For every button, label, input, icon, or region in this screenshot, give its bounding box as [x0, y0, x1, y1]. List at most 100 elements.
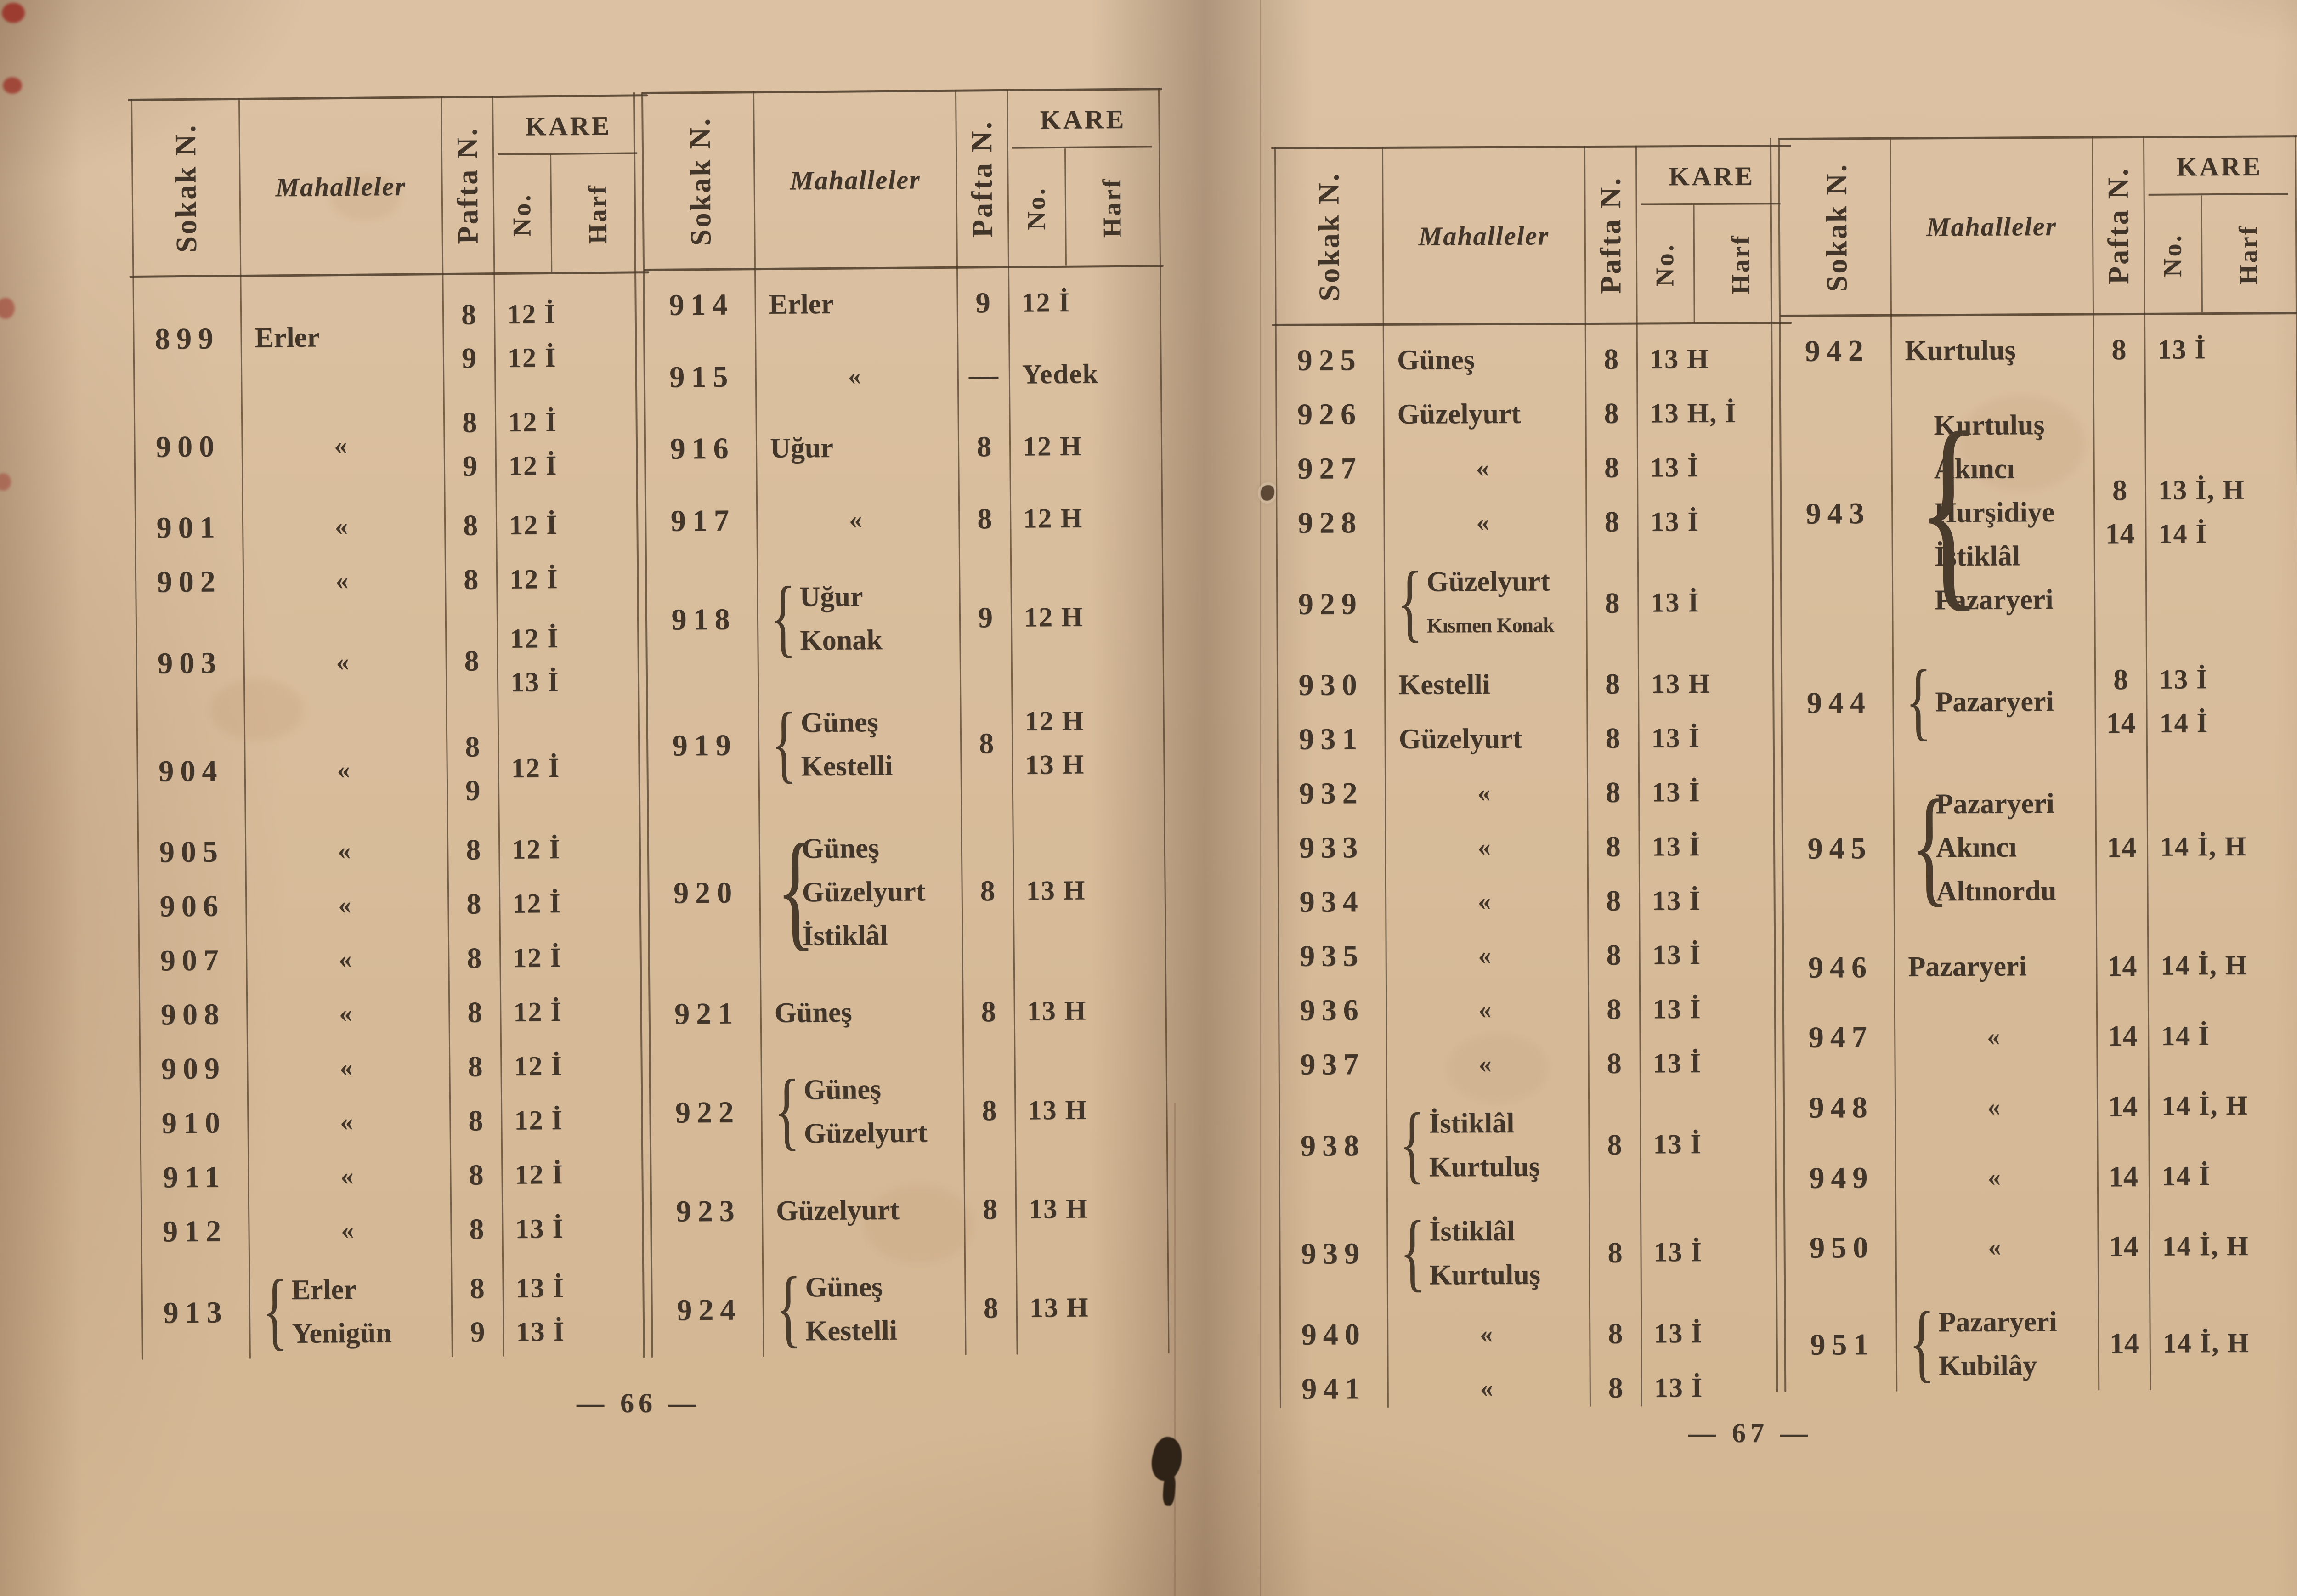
- pafta-number: 14: [2108, 1019, 2138, 1053]
- street-number: 948: [1809, 1090, 1874, 1125]
- pafta-number-cell: 14: [2097, 1009, 2149, 1064]
- ditto-mark: «: [1476, 453, 1489, 483]
- neighborhood-name: Erler: [291, 1273, 357, 1306]
- pafta-number: 8: [467, 996, 482, 1029]
- table-row: 903 « 8 12 İ 13 İ: [136, 605, 650, 718]
- kare-value: 12 İ: [512, 888, 561, 919]
- street-number-cell: 928: [1276, 496, 1384, 550]
- kare-value: 12 İ: [1021, 287, 1071, 318]
- pafta-number: 8: [1607, 1128, 1622, 1161]
- street-number: 905: [159, 835, 225, 869]
- column-header-kare: KARE: [1040, 104, 1126, 135]
- table-row: 900 «8 9 12 İ 12 İ: [134, 389, 648, 501]
- pafta-number-cell: 8: [450, 1148, 502, 1202]
- kare-value-cell: 13 İ: [502, 1200, 654, 1256]
- street-number: 925: [1297, 343, 1362, 377]
- neighborhood-cell: {Pazaryeri Akıncı Altınordu: [1893, 771, 2096, 924]
- kare-value-cell: 14 İ: [2148, 1008, 2297, 1063]
- table-row: 938 {İstiklâl Kurtuluş 8 13 İ: [1279, 1090, 1792, 1200]
- kare-value: 13 İ: [1652, 993, 1702, 1024]
- neighborhood-name: Güneş: [1397, 344, 1475, 376]
- neighborhood-cell: {Uğur Konak: [757, 564, 960, 673]
- kare-value: 12 İ: [515, 1159, 564, 1190]
- kare-value: 14 İ, H: [2161, 950, 2248, 981]
- street-number: 907: [160, 943, 226, 978]
- column-header-harf: Harf: [1726, 234, 1755, 295]
- column-header-no: No.: [2158, 233, 2187, 277]
- kare-value-cell: 12 İ: [502, 1146, 654, 1202]
- kare-value-cell: 13 İ: [1641, 1360, 1793, 1415]
- neighborhood-name: Güneş: [774, 996, 852, 1029]
- ditto-mark: «: [1987, 1022, 2000, 1051]
- brace-glyph: {: [775, 817, 816, 962]
- pafta-number: 9: [465, 774, 481, 807]
- neighborhood-name: Akıncı: [1935, 832, 2017, 864]
- street-number: 929: [1298, 587, 1363, 621]
- kare-value: 13 İ: [1652, 831, 1701, 861]
- neighborhood-name: Yenigün: [292, 1317, 392, 1349]
- street-number: 920: [673, 876, 739, 910]
- pafta-number-cell: 8: [1586, 495, 1638, 549]
- street-number-cell: 922: [654, 1058, 762, 1167]
- kare-value: 14 İ, H: [2160, 831, 2247, 862]
- pafta-number: 8: [465, 730, 480, 763]
- pafta-number: 14: [2109, 1327, 2139, 1360]
- neighborhood-name: Kurtuluş: [1429, 1259, 1541, 1291]
- brace-glyph: {: [261, 1262, 289, 1359]
- pafta-number-cell: —: [957, 347, 1009, 402]
- pafta-number: 8: [980, 874, 995, 907]
- neighborhood-cell: «: [1386, 1036, 1589, 1092]
- neighborhood-name: Güneş: [800, 707, 878, 739]
- street-number: 899: [154, 321, 220, 356]
- kare-value-cell: 14 İ, H: [2149, 1218, 2297, 1273]
- kare-value-cell: 12 İ: [1008, 274, 1160, 330]
- neighborhood-cell: «: [246, 877, 448, 933]
- kare-value: 12 H: [1024, 705, 1085, 736]
- ditto-mark: «: [849, 505, 862, 534]
- street-number-cell: 908: [139, 987, 247, 1042]
- street-number-cell: 912: [141, 1204, 249, 1259]
- kare-value: 12 İ: [509, 563, 559, 594]
- fold-crease: [1260, 0, 1261, 1596]
- kare-value-cell: 13 İ: [1641, 1198, 1793, 1306]
- red-stain: [0, 473, 11, 491]
- street-number-cell: 950: [1788, 1221, 1896, 1275]
- neighborhood-name: Erler: [255, 322, 320, 354]
- pafta-number-cell: 8: [449, 985, 501, 1040]
- table-row: 915 « — Yedek: [648, 346, 1161, 405]
- kare-value: 13 İ: [1652, 1047, 1702, 1078]
- kare-value: 13 İ: [1652, 939, 1702, 970]
- table-row: 911 « 8 12 İ: [141, 1146, 654, 1205]
- kare-value: 13 İ: [515, 1213, 565, 1244]
- street-number-cell: 909: [140, 1041, 248, 1097]
- kare-value-cell: 13 İ: [1640, 1090, 1792, 1198]
- pafta-number: 8: [1607, 1047, 1622, 1080]
- table-row: 931 Güzelyurt 8 13 İ: [1277, 710, 1790, 767]
- kare-value: 13 H: [1026, 875, 1086, 906]
- pafta-number-cell: 8: [448, 877, 500, 931]
- neighborhood-name: Kubilây: [1938, 1350, 2037, 1382]
- table-body: 942 Kurtuluş 8 13 İ 943 {Kurtuluş Akıncı Hurşid…: [1783, 314, 2297, 1411]
- pafta-number: 8: [1606, 938, 1621, 971]
- kare-value: 13 H: [1027, 995, 1087, 1026]
- table-row: 944{Pazaryeri 8 14 13 İ 14 İ: [1785, 646, 2297, 757]
- column-header-kare: KARE: [2176, 151, 2263, 182]
- column-header-mahalleler: Mahalleler: [1926, 211, 2057, 242]
- street-number-cell: 942: [1783, 324, 1891, 379]
- table-row: 922 {Güneş Güzelyurt 8 13 H: [654, 1055, 1167, 1167]
- kare-value: 13 H: [1025, 749, 1085, 780]
- pafta-number: 8: [2113, 663, 2128, 696]
- street-number: 909: [161, 1052, 226, 1086]
- kare-value-cell: 13 İ: [1638, 710, 1790, 765]
- kare-value: 12 İ: [511, 752, 560, 783]
- table-row: 929 {Güzelyurt Kısmen Konak 8 13 İ: [1277, 548, 1790, 658]
- kare-value: 13 İ: [1652, 885, 1701, 916]
- table-row: 923 Güzelyurt 8 13 H: [655, 1181, 1168, 1239]
- kare-value-cell: 12 İ: [496, 497, 648, 552]
- street-number-cell: 903: [136, 609, 244, 718]
- table-row: 935 « 8 13 İ: [1278, 927, 1791, 984]
- neighborhood-name: Konak: [800, 624, 883, 657]
- street-number-cell: 930: [1277, 658, 1385, 713]
- neighborhood-name: Güzelyurt: [775, 1194, 900, 1227]
- neighborhood-name: Güzelyurt: [1398, 723, 1522, 755]
